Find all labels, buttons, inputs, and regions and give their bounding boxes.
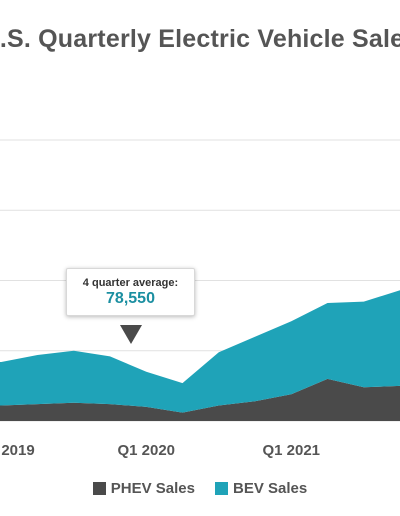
series-area-phev-sales [0,378,400,421]
x-tick-label: Q1 2020 [117,442,175,459]
legend-label-phev: PHEV Sales [110,480,195,497]
chart-title: U.S. Quarterly Electric Vehicle Sales [0,25,400,53]
average-callout: 4 quarter average: 78,550 [66,268,195,316]
callout-value: 78,550 [106,290,155,307]
legend-item-bev: BEV Sales [215,480,307,497]
legend-swatch-phev [92,482,106,495]
x-tick-label: Q1 2021 [262,442,320,459]
x-tick-label: 2019 [1,442,34,459]
callout-label: 4 quarter average: [82,277,179,289]
legend-label-bev: BEV Sales [233,480,308,497]
down-arrow-icon [120,325,142,344]
series-area-bev-sales [0,290,400,413]
legend: PHEV Sales BEV Sales [0,480,400,497]
legend-swatch-bev [215,482,228,495]
legend-item-phev: PHEV Sales [92,480,195,497]
